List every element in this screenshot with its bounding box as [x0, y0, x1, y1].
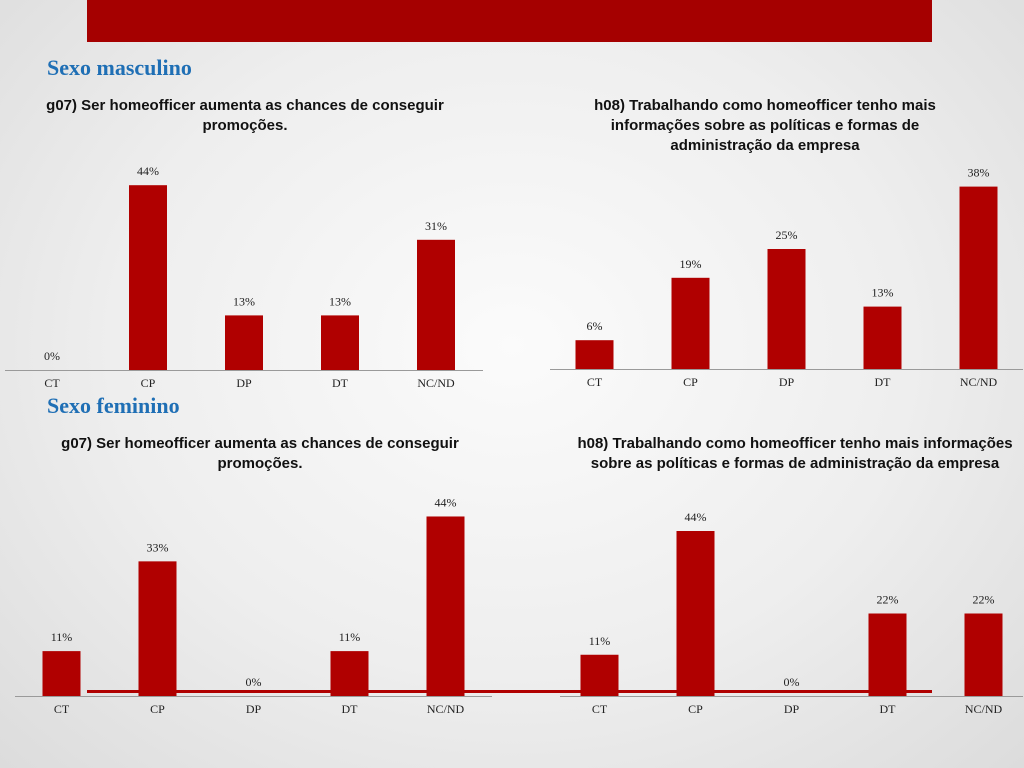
x-tick-label: CT	[54, 702, 70, 716]
bar-cp	[138, 561, 177, 696]
data-label: 38%	[968, 166, 990, 180]
data-label: 25%	[776, 228, 798, 242]
x-tick-label: CT	[592, 702, 608, 716]
bar-ncnd	[959, 186, 998, 369]
x-tick-label: DT	[332, 376, 349, 390]
x-tick-label: NC/ND	[427, 702, 465, 716]
chart-title: h08) Trabalhando como homeofficer tenho …	[594, 97, 936, 154]
x-tick-label: DP	[246, 702, 262, 716]
bar-dt	[321, 315, 359, 370]
data-label: 31%	[425, 219, 447, 233]
x-tick-label: NC/ND	[965, 702, 1003, 716]
bar-ct	[575, 340, 614, 369]
bar-dt	[863, 306, 902, 369]
bar-ncnd	[417, 239, 455, 370]
accent-line	[87, 690, 932, 693]
section-title-male: Sexo masculino	[47, 55, 192, 80]
bar-cp	[676, 531, 715, 696]
x-tick-label: CP	[688, 702, 703, 716]
x-tick-label: NC/ND	[417, 376, 455, 390]
bar-ct	[42, 651, 81, 696]
bar-chart: 6% CT 19% CP 25% DP 13% DT 38% NC/ND	[550, 166, 1023, 389]
x-tick-label: DP	[236, 376, 252, 390]
bar-ncnd	[964, 613, 1003, 696]
data-label: 11%	[339, 630, 361, 644]
x-tick-label: DP	[779, 375, 795, 389]
data-label: 13%	[872, 286, 894, 300]
x-tick-label: DP	[784, 702, 800, 716]
bar-dt	[330, 651, 369, 696]
x-tick-label: NC/ND	[960, 375, 998, 389]
chart-title: g07) Ser homeofficer aumenta as chances …	[46, 97, 444, 134]
data-label: 33%	[147, 540, 169, 554]
bar-chart: 0% CT 44% CP 13% DP 13% DT 31% NC/ND	[5, 164, 483, 390]
x-tick-label: CT	[44, 376, 60, 390]
x-tick-label: DT	[880, 702, 897, 716]
data-label: 0%	[246, 675, 262, 689]
data-label: 0%	[44, 349, 60, 363]
bar-cp	[129, 185, 167, 370]
bar-ct	[580, 654, 619, 696]
bar-ncnd	[426, 516, 465, 696]
bar-chart: 11% CT 33% CP 0% DP 11% DT 44% NC/ND	[15, 495, 492, 716]
bar-chart: 11% CT 44% CP 0% DP 22% DT 22% NC/ND	[560, 510, 1023, 716]
data-label: 11%	[589, 634, 611, 648]
chart-title: h08) Trabalhando como homeofficer tenho …	[577, 435, 1013, 472]
header-bar	[87, 0, 932, 42]
x-tick-label: DT	[875, 375, 892, 389]
data-label: 13%	[329, 294, 351, 308]
data-label: 22%	[973, 593, 995, 607]
chart-female-g07: g07) Ser homeofficer aumenta as chances …	[0, 434, 500, 734]
data-label: 11%	[51, 630, 73, 644]
bar-cp	[671, 277, 710, 369]
data-label: 22%	[877, 593, 899, 607]
chart-female-h08: h08) Trabalhando como homeofficer tenho …	[545, 434, 1024, 734]
chart-male-g07: g07) Ser homeofficer aumenta as chances …	[0, 96, 490, 396]
data-label: 13%	[233, 294, 255, 308]
x-tick-label: CP	[683, 375, 698, 389]
data-label: 0%	[784, 675, 800, 689]
chart-male-h08: h08) Trabalhando como homeofficer tenho …	[545, 96, 1024, 396]
x-tick-label: CP	[150, 702, 165, 716]
x-tick-label: CT	[587, 375, 603, 389]
data-label: 6%	[587, 319, 603, 333]
chart-title: g07) Ser homeofficer aumenta as chances …	[61, 435, 459, 472]
x-tick-label: CP	[141, 376, 156, 390]
data-label: 44%	[137, 164, 159, 178]
bar-dp	[767, 249, 806, 369]
data-label: 44%	[685, 510, 707, 524]
bar-dp	[225, 315, 263, 370]
x-tick-label: DT	[342, 702, 359, 716]
bar-dt	[868, 613, 907, 696]
data-label: 19%	[680, 257, 702, 271]
section-title-female: Sexo feminino	[47, 393, 180, 418]
data-label: 44%	[435, 495, 457, 509]
